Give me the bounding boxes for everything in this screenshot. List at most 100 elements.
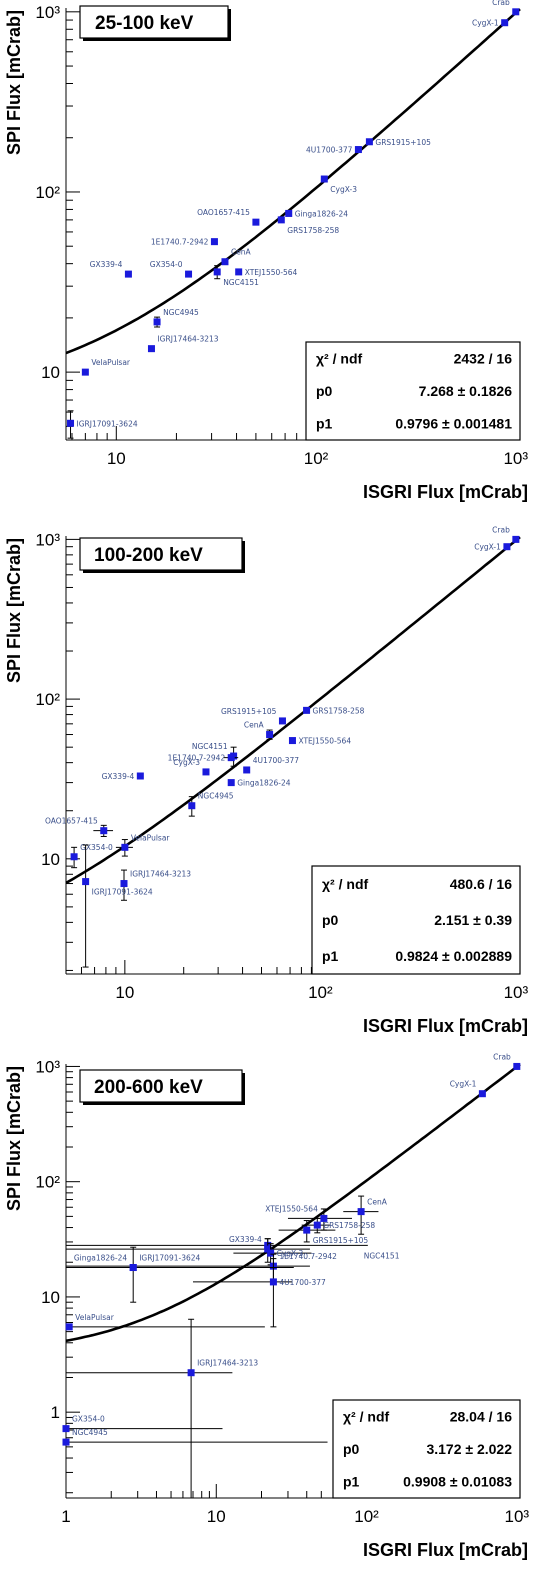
- point-ngc4151: NGC4151: [213, 265, 259, 287]
- point-label: GX354-0: [150, 260, 183, 269]
- point-marker: [65, 1323, 73, 1331]
- point-igrj17091-3624: IGRJ17091-3624: [82, 844, 153, 968]
- point-crab: Crab: [493, 1052, 521, 1070]
- point-label: CenA: [231, 248, 252, 257]
- chart-svg: 1 10 10² 10³ 1 10 10² 10³ ISGRI Flux [mCrab] SPI …: [4, 1052, 529, 1560]
- y-tick-label: 10³: [35, 1057, 60, 1076]
- point-marker: [202, 768, 210, 776]
- point-oao1657-415: OAO1657-415: [197, 208, 260, 226]
- point-gx354-0: GX354-0: [150, 260, 193, 278]
- point-label: NGC4151: [223, 278, 259, 287]
- stat-value: 480.6 / 16: [450, 876, 512, 892]
- point-marker: [227, 779, 235, 787]
- point-marker: [62, 1425, 70, 1433]
- stat-label: χ² / ndf: [343, 1408, 389, 1424]
- point-label: Ginga1826-24: [237, 779, 291, 788]
- point-marker: [320, 175, 328, 183]
- point-velapulsar: VelaPulsar: [81, 358, 131, 376]
- stat-label: p0: [316, 383, 333, 399]
- stat-label: p1: [343, 1474, 360, 1490]
- stat-value: 0.9796 ± 0.001481: [395, 416, 512, 432]
- point-marker: [188, 802, 196, 810]
- point-gx339-4: GX339-4: [102, 772, 144, 781]
- point-cena: CenA: [221, 248, 252, 266]
- point-label: GRS1758-258: [287, 226, 339, 235]
- point-label: CygX-3: [277, 1249, 304, 1258]
- point-label: 4U1700-377: [279, 1278, 326, 1287]
- point-label: 4U1700-377: [306, 146, 353, 155]
- point-marker: [303, 1226, 311, 1234]
- point-marker: [221, 258, 229, 266]
- point-label: IGRJ17464-3213: [197, 1359, 258, 1368]
- point-marker: [235, 268, 243, 276]
- point-label: IGRJ17091-3624: [92, 888, 153, 897]
- point-marker: [266, 731, 274, 739]
- point-marker: [278, 717, 286, 725]
- title-frame: [79, 537, 243, 571]
- point-4u1700-377: 4U1700-377: [306, 146, 362, 155]
- point-marker: [288, 737, 296, 745]
- y-tick-label: 10²: [35, 1173, 60, 1192]
- point-label: CenA: [367, 1198, 388, 1207]
- point-grs1915-105: GRS1915+105: [365, 138, 431, 147]
- point-ginga1826-24: Ginga1826-24: [227, 779, 291, 788]
- point-label: NGC4151: [192, 742, 228, 751]
- point-label: GX339-4: [229, 1235, 262, 1244]
- point-label: GRS1758-258: [313, 706, 365, 715]
- point-marker: [81, 368, 89, 376]
- point-4u1700-377: 4U1700-377: [243, 756, 299, 774]
- chart-panel-200-600: 1 10 10² 10³ 1 10 10² 10³ ISGRI Flux [mCrab] SPI …: [0, 1052, 535, 1573]
- point-marker: [303, 706, 311, 714]
- point-cena: CenA: [244, 721, 274, 740]
- x-axis-title: ISGRI Flux [mCrab]: [363, 1016, 528, 1036]
- point-marker: [82, 878, 90, 886]
- point-label: GRS1758-258: [323, 1221, 375, 1230]
- stat-label: p0: [322, 912, 339, 928]
- point-label: Crab: [492, 0, 510, 7]
- stat-value: 2.151 ± 0.39: [434, 912, 512, 928]
- x-tick-label: 10: [207, 1507, 226, 1526]
- chart-title-box: 200-600 keV: [79, 1069, 245, 1105]
- fit-stats-box: χ² / ndf 28.04 / 16 p0 3.172 ± 2.022 p1 0.990…: [332, 1399, 521, 1499]
- point-marker: [187, 1369, 195, 1377]
- stat-label: χ² / ndf: [316, 350, 362, 366]
- point-label: OAO1657-415: [197, 208, 250, 217]
- point-cena: CenA: [343, 1195, 388, 1235]
- point-grs1915-105: GRS1915+105: [221, 707, 286, 725]
- point-gx354-0: GX354-0: [62, 1415, 223, 1433]
- point-igrj17464-3213: IGRJ17464-3213: [66, 1318, 258, 1499]
- point-marker: [277, 216, 285, 224]
- point-grs1915-105: GRS1915+105: [278, 1220, 368, 1245]
- point-label: CygX-1: [450, 1080, 477, 1089]
- point-marker: [124, 270, 132, 278]
- point-marker: [185, 270, 193, 278]
- point-ngc4945: NGC4945: [62, 1428, 328, 1446]
- point-marker: [503, 543, 511, 551]
- point-label: GX339-4: [90, 260, 123, 269]
- point-marker: [210, 238, 218, 246]
- point-cygx-1: CygX-1: [450, 1080, 486, 1098]
- point-cygx-1: CygX-1: [474, 543, 511, 552]
- x-tick-label: 10: [107, 449, 126, 468]
- stat-value: 28.04 / 16: [450, 1408, 512, 1424]
- fit-curve: [65, 536, 521, 885]
- point-marker: [120, 880, 128, 888]
- chart-svg: 10 10² 10³ 10 10² 10³ ISGRI Flux [mCrab] SPI Fl…: [4, 525, 529, 1036]
- point-marker: [365, 138, 373, 146]
- chart-panel-100-200: 10 10² 10³ 10 10² 10³ ISGRI Flux [mCrab] SPI Fl…: [0, 524, 535, 1040]
- y-tick-label: 10: [41, 1288, 60, 1307]
- point-gx354-0: GX354-0: [70, 843, 113, 869]
- point-cygx-3: CygX-3: [320, 175, 357, 194]
- point-label: GRS1915+105: [375, 138, 431, 147]
- chart-title-box: 25-100 keV: [79, 5, 231, 41]
- point-label: VelaPulsar: [75, 1313, 115, 1322]
- point-marker: [285, 209, 293, 217]
- x-tick-label: 10³: [504, 983, 529, 1002]
- point-label: Crab: [493, 1052, 511, 1061]
- point-label: OAO1657-415: [45, 817, 98, 826]
- point-label: IGRJ17464-3213: [130, 870, 191, 879]
- point-label: 1E1740.7-2942: [168, 754, 226, 763]
- chart-panel-25-100: 10 10² 10³ 10 10² 10³ ISGRI Flux [mCrab] SPI Fl…: [0, 0, 535, 520]
- point-1e1740-7-2942: 1E1740.7-2942: [168, 754, 239, 763]
- point-label: CenA: [244, 721, 265, 730]
